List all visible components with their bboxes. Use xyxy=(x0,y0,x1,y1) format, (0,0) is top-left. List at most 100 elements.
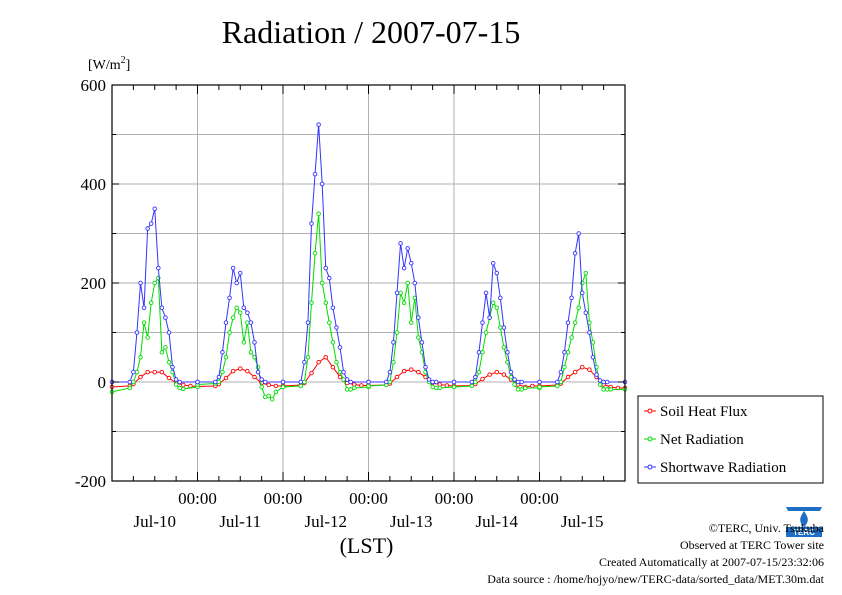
data-point xyxy=(562,364,567,370)
data-point xyxy=(555,383,560,389)
data-point xyxy=(348,387,353,392)
data-point xyxy=(398,241,403,246)
data-point xyxy=(180,382,186,388)
data-point xyxy=(327,275,332,281)
data-point xyxy=(473,379,478,385)
data-point xyxy=(166,359,172,365)
data-point xyxy=(252,340,257,345)
data-point xyxy=(262,379,268,385)
x-time-label: 00:00 xyxy=(264,489,303,508)
legend-label: Shortwave Radiation xyxy=(660,460,787,476)
legend-swatch-marker xyxy=(647,408,653,414)
data-point xyxy=(262,394,268,400)
data-point xyxy=(141,320,147,325)
data-point xyxy=(523,385,528,391)
data-point xyxy=(138,280,143,286)
series-line xyxy=(453,301,540,390)
y-axis-label: [W/m2] xyxy=(88,55,130,73)
data-point xyxy=(387,369,393,375)
data-point xyxy=(152,369,157,375)
series-line xyxy=(197,268,283,383)
data-point xyxy=(223,355,229,360)
data-point xyxy=(569,335,574,340)
data-point xyxy=(159,369,165,375)
data-point xyxy=(594,372,599,377)
data-point xyxy=(480,350,485,355)
data-point xyxy=(298,383,304,389)
data-point xyxy=(348,379,353,385)
data-point xyxy=(309,370,314,376)
data-point xyxy=(270,397,275,402)
data-point xyxy=(451,379,457,385)
data-point xyxy=(309,221,314,226)
data-point xyxy=(227,330,232,335)
data-point xyxy=(398,290,403,296)
data-point xyxy=(344,377,350,382)
data-point xyxy=(601,387,606,392)
data-point xyxy=(156,265,161,271)
data-point xyxy=(480,320,485,325)
data-point xyxy=(572,251,578,256)
data-point xyxy=(501,325,507,330)
data-point xyxy=(590,355,596,360)
data-point xyxy=(227,295,232,301)
data-point xyxy=(341,369,346,375)
data-point xyxy=(316,211,321,216)
data-point xyxy=(366,383,371,389)
data-point xyxy=(213,379,218,385)
data-point xyxy=(134,330,140,335)
data-point xyxy=(309,300,314,306)
x-day-label: Jul-10 xyxy=(134,512,177,531)
data-point xyxy=(483,290,489,296)
x-axis-label: (LST) xyxy=(340,533,394,558)
data-point xyxy=(416,369,421,375)
data-point xyxy=(476,369,482,375)
data-point xyxy=(505,350,510,355)
data-point xyxy=(473,374,478,380)
data-point xyxy=(565,374,571,380)
y-tick-label: -200 xyxy=(75,472,106,491)
data-point xyxy=(334,359,339,365)
data-point xyxy=(423,364,428,370)
data-point xyxy=(416,335,421,340)
data-point xyxy=(166,330,172,335)
data-point xyxy=(433,379,439,385)
data-point xyxy=(391,359,396,365)
data-point xyxy=(558,379,564,385)
data-point xyxy=(515,379,521,385)
data-point xyxy=(469,383,475,389)
data-point xyxy=(159,350,165,355)
x-day-label: Jul-15 xyxy=(561,512,604,531)
data-point xyxy=(216,379,222,385)
data-point xyxy=(131,369,136,375)
data-point xyxy=(537,384,542,390)
x-day-label: Jul-14 xyxy=(476,512,519,531)
data-point xyxy=(188,383,193,389)
data-point xyxy=(337,374,343,380)
x-time-label: 00:00 xyxy=(349,489,388,508)
data-point xyxy=(558,369,564,375)
data-point xyxy=(565,350,571,355)
data-point xyxy=(487,372,492,377)
data-point xyxy=(359,383,364,388)
data-point xyxy=(587,330,592,335)
x-day-label: Jul-12 xyxy=(305,512,348,531)
data-point xyxy=(394,290,400,296)
data-point xyxy=(255,369,261,375)
data-point xyxy=(401,265,407,271)
data-point xyxy=(180,386,186,392)
data-point xyxy=(576,305,581,311)
series-layer xyxy=(109,122,628,402)
data-point xyxy=(583,310,589,315)
data-point xyxy=(490,260,496,266)
data-point xyxy=(173,377,179,382)
data-point xyxy=(237,270,243,276)
y-tick-label: 200 xyxy=(81,274,107,293)
x-day-label: Jul-13 xyxy=(390,512,433,531)
data-point xyxy=(248,350,254,355)
logo-text: TERC xyxy=(793,528,815,537)
data-point xyxy=(469,379,475,385)
data-point xyxy=(220,350,225,355)
data-point xyxy=(519,379,524,385)
data-point xyxy=(597,382,603,387)
